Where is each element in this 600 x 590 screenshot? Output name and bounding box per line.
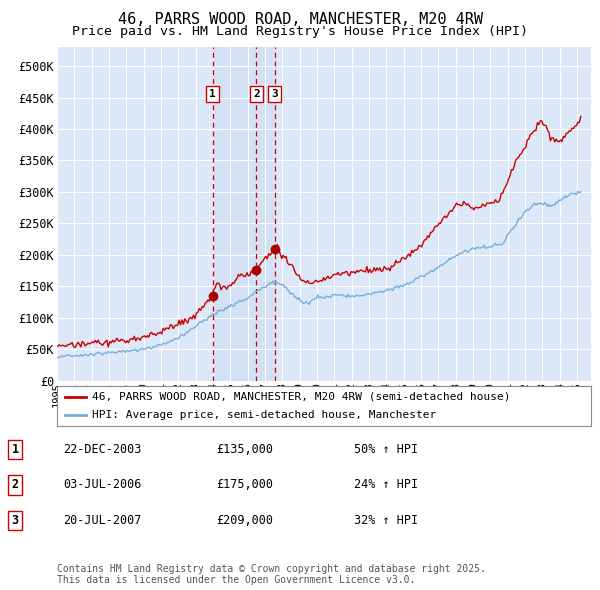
Text: 46, PARRS WOOD ROAD, MANCHESTER, M20 4RW (semi-detached house): 46, PARRS WOOD ROAD, MANCHESTER, M20 4RW… [92, 392, 510, 402]
Text: 32% ↑ HPI: 32% ↑ HPI [354, 514, 418, 527]
Text: 2: 2 [11, 478, 19, 491]
Text: Price paid vs. HM Land Registry's House Price Index (HPI): Price paid vs. HM Land Registry's House … [72, 25, 528, 38]
Text: 3: 3 [11, 514, 19, 527]
Text: 1: 1 [11, 443, 19, 456]
Text: 50% ↑ HPI: 50% ↑ HPI [354, 443, 418, 456]
Text: 1: 1 [209, 89, 216, 99]
Text: 22-DEC-2003: 22-DEC-2003 [63, 443, 142, 456]
Text: 24% ↑ HPI: 24% ↑ HPI [354, 478, 418, 491]
Text: 2: 2 [253, 89, 260, 99]
Text: 03-JUL-2006: 03-JUL-2006 [63, 478, 142, 491]
Text: £135,000: £135,000 [216, 443, 273, 456]
Bar [212, 47, 275, 381]
Text: HPI: Average price, semi-detached house, Manchester: HPI: Average price, semi-detached house,… [92, 410, 436, 420]
Text: £209,000: £209,000 [216, 514, 273, 527]
Text: 3: 3 [271, 89, 278, 99]
Text: 20-JUL-2007: 20-JUL-2007 [63, 514, 142, 527]
Text: 46, PARRS WOOD ROAD, MANCHESTER, M20 4RW: 46, PARRS WOOD ROAD, MANCHESTER, M20 4RW [118, 12, 482, 27]
Text: £175,000: £175,000 [216, 478, 273, 491]
Text: Contains HM Land Registry data © Crown copyright and database right 2025.
This d: Contains HM Land Registry data © Crown c… [57, 563, 486, 585]
